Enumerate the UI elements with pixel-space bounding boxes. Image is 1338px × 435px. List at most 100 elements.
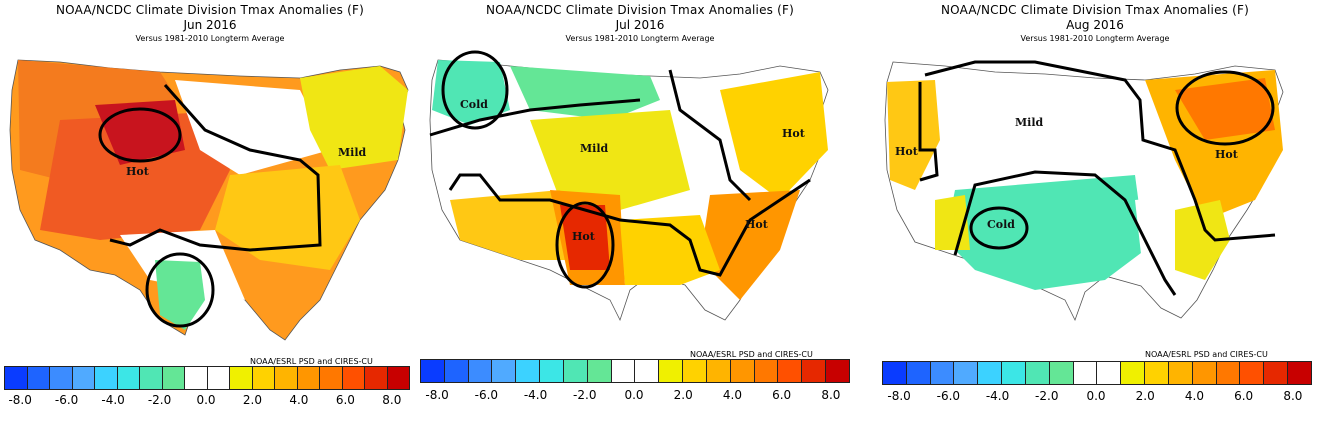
color-scale-swatch — [635, 360, 660, 382]
color-scale-tick-label: 4.0 — [722, 388, 742, 402]
color-scale-swatch — [365, 367, 388, 389]
color-scale-ticks: -8.0 -6.0 -4.0 -2.0 0.0 2.0 4.0 6.0 8.0 — [4, 393, 408, 409]
color-scale-tick-label: 6.0 — [335, 393, 355, 407]
color-scale-swatch — [1145, 362, 1169, 384]
color-scale-tick-label: 2.0 — [242, 393, 262, 407]
color-scale-swatch — [468, 360, 493, 382]
color-scale-bar — [4, 366, 410, 390]
panel-title: NOAA/NCDC Climate Division Tmax Anomalie… — [940, 3, 1249, 17]
panel-july: NOAA/NCDC Climate Division Tmax Anomalie… — [420, 0, 860, 435]
color-scale-swatch — [444, 360, 469, 382]
color-scale-swatch — [230, 367, 253, 389]
color-scale-tick-label: 8.0 — [1283, 389, 1303, 403]
color-scale-swatch — [1216, 362, 1241, 384]
color-scale-swatch — [826, 360, 849, 382]
color-scale-swatch — [387, 367, 409, 389]
color-scale-swatch — [5, 367, 28, 389]
color-scale-tick-label: 2.0 — [673, 388, 693, 402]
color-scale-swatch — [683, 360, 707, 382]
color-scale-tick-label: 2.0 — [1135, 389, 1155, 403]
color-scale-swatch — [297, 367, 320, 389]
color-scale-swatch — [706, 360, 731, 382]
color-scale-swatch — [611, 360, 636, 382]
color-scale-tick-label: -2.0 — [1035, 389, 1059, 403]
panel-month: Aug 2016 — [1066, 18, 1124, 32]
color-scale-swatch — [1002, 362, 1026, 384]
color-scale-swatch — [275, 367, 298, 389]
credit-text: NOAA/ESRL PSD and CIRES-CU — [1145, 350, 1268, 359]
color-scale-swatch — [252, 367, 275, 389]
color-scale-swatch — [27, 367, 50, 389]
color-scale-tick-label: -2.0 — [573, 388, 597, 402]
panel-title: NOAA/NCDC Climate Division Tmax Anomalie… — [55, 3, 364, 17]
color-scale-swatch — [754, 360, 779, 382]
color-scale-swatch — [563, 360, 588, 382]
color-scale-tick-label: -2.0 — [147, 393, 172, 407]
color-scale-swatch — [207, 367, 230, 389]
color-scale-tick-label: -4.0 — [523, 388, 548, 402]
color-scale-swatch — [1025, 362, 1050, 384]
panel-august: NOAA/NCDC Climate Division Tmax Anomalie… — [875, 0, 1315, 435]
color-scale-tick-label: 6.0 — [1234, 389, 1254, 403]
region-label-mild: Mild — [1015, 116, 1044, 129]
color-scale-tick-label: -6.0 — [474, 388, 499, 402]
panel-title: NOAA/NCDC Climate Division Tmax Anomalie… — [485, 3, 794, 17]
color-scale-swatch — [320, 367, 343, 389]
region-label-cold: Cold — [460, 98, 488, 111]
color-scale-swatch — [1240, 362, 1265, 384]
color-scale-swatch — [140, 367, 163, 389]
credit-text: NOAA/ESRL PSD and CIRES-CU — [690, 350, 813, 359]
color-scale-swatch — [954, 362, 979, 384]
color-scale-swatch — [421, 360, 445, 382]
color-scale-tick-label: -4.0 — [101, 393, 125, 407]
color-scale-bar — [882, 361, 1312, 385]
panel-june: NOAA/NCDC Climate Division Tmax Anomalie… — [0, 0, 420, 435]
color-scale-tick-label: -8.0 — [8, 393, 32, 407]
color-scale-swatch — [1192, 362, 1217, 384]
color-scale-tick-label: 8.0 — [382, 393, 402, 407]
panel-month: Jun 2016 — [183, 18, 237, 32]
color-scale-swatch — [978, 362, 1003, 384]
us-map-june: Hot Mild — [9, 59, 409, 341]
region-label-mild: Mild — [338, 146, 367, 159]
credit-text: NOAA/ESRL PSD and CIRES-CU — [250, 357, 373, 366]
panel-subtitle: Versus 1981-2010 Longterm Average — [565, 34, 715, 43]
color-scale-swatch — [492, 360, 517, 382]
color-scale-swatch — [802, 360, 827, 382]
color-scale-swatch — [659, 360, 684, 382]
color-scale-swatch — [516, 360, 541, 382]
color-scale-swatch — [1121, 362, 1146, 384]
color-scale-swatch — [50, 367, 73, 389]
color-scale-swatch — [587, 360, 612, 382]
color-scale-tick-label: 4.0 — [289, 393, 309, 407]
color-scale-tick-label: 0.0 — [196, 393, 216, 407]
color-scale-swatch — [778, 360, 803, 382]
region-label-cold: Cold — [987, 218, 1015, 231]
us-map-july: Cold Mild Hot Hot Hot — [429, 50, 829, 322]
color-scale-tick-label: 0.0 — [624, 388, 644, 402]
color-scale-ticks: -8.0 -6.0 -4.0 -2.0 0.0 2.0 4.0 6.0 8.0 — [882, 389, 1310, 405]
color-scale-swatch — [930, 362, 955, 384]
region-label-hot: Hot — [1215, 148, 1239, 161]
region-label-hot: Hot — [782, 127, 806, 140]
color-scale-swatch — [162, 367, 185, 389]
color-scale-tick-label: -8.0 — [887, 389, 911, 403]
color-scale-tick-label: -6.0 — [936, 389, 961, 403]
color-scale-tick-label: -8.0 — [425, 388, 449, 402]
color-scale-swatch — [540, 360, 564, 382]
color-scale-swatch — [185, 367, 208, 389]
color-scale-tick-label: -4.0 — [985, 389, 1010, 403]
color-scale-swatch — [883, 362, 907, 384]
color-scale-swatch — [1168, 362, 1193, 384]
color-scale-swatch — [95, 367, 118, 389]
color-scale-tick-label: 4.0 — [1184, 389, 1204, 403]
panel-subtitle: Versus 1981-2010 Longterm Average — [1020, 34, 1170, 43]
color-scale-tick-label: 0.0 — [1086, 389, 1106, 403]
color-scale-swatch — [72, 367, 95, 389]
color-scale-swatch — [117, 367, 140, 389]
color-scale-swatch — [1073, 362, 1098, 384]
color-scale-swatch — [1097, 362, 1122, 384]
color-scale-swatch — [906, 362, 931, 384]
region-label-hot: Hot — [126, 165, 150, 178]
color-scale-swatch — [1049, 362, 1074, 384]
